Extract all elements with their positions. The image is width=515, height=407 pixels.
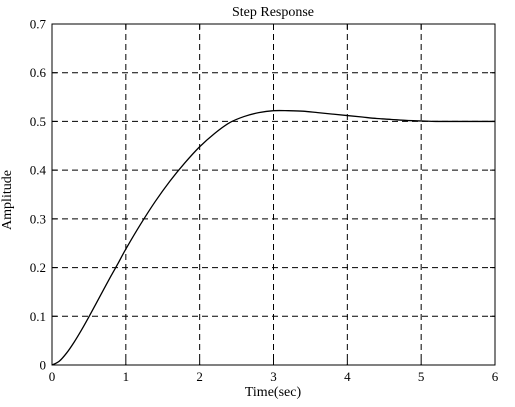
x-tick-label: 3: [270, 369, 277, 384]
y-tick-label: 0.1: [30, 309, 46, 324]
x-axis-title: Time(sec): [245, 385, 302, 400]
y-tick-label: 0.3: [30, 211, 46, 226]
x-tick-label: 6: [492, 369, 499, 384]
series-layer: [51, 109, 495, 366]
x-tick-label: 5: [418, 369, 425, 384]
y-tick-label: 0.2: [30, 260, 46, 275]
y-tick-label: 0.4: [30, 163, 47, 178]
step-response-line: [51, 109, 495, 366]
tick-labels: 0 1 2 3 4 5 6 0 0.1 0.2 0.3 0.4 0.5 0.6 0.7: [30, 17, 499, 385]
chart-title: Step Response: [232, 5, 314, 20]
x-tick-label: 1: [123, 369, 130, 384]
plot-frame: [51, 23, 496, 366]
x-tick-label: 2: [196, 369, 203, 384]
y-tick-label: 0.7: [30, 17, 47, 32]
y-tick-label: 0.5: [30, 114, 46, 129]
y-tick-label: 0.6: [30, 65, 47, 80]
x-tick-label: 0: [49, 369, 56, 384]
y-axis-title: Amplitude: [0, 170, 15, 230]
x-tick-label: 4: [344, 369, 351, 384]
y-tick-label: 0: [40, 358, 47, 373]
grid: [52, 24, 495, 365]
